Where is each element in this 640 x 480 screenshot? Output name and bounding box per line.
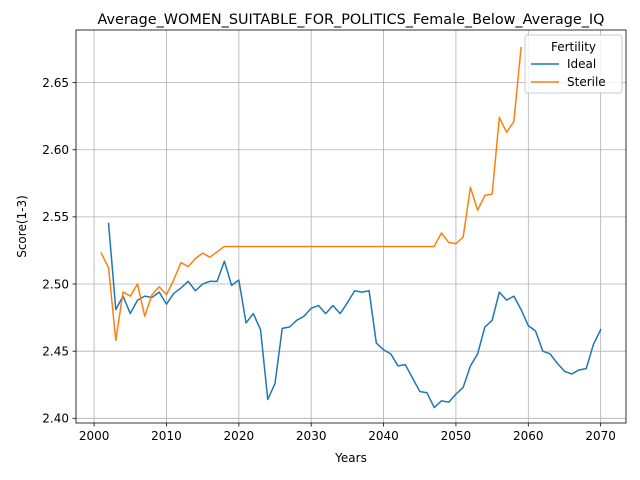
- x-tick-label: 2020: [224, 429, 255, 443]
- y-tick-label: 2.40: [42, 412, 69, 426]
- x-tick-label: 2070: [585, 429, 616, 443]
- axes-frame: [75, 29, 627, 424]
- x-axis: 2000 2010 2020 2030 2040 2050 2060 2070: [79, 423, 616, 443]
- y-axis: 2.40 2.45 2.50 2.55 2.60 2.65: [42, 76, 76, 426]
- x-tick-label: 2050: [441, 429, 472, 443]
- series-layer: [100, 46, 602, 409]
- legend-entry-sterile: Sterile: [567, 75, 606, 89]
- x-tick-label: 2000: [79, 429, 110, 443]
- x-tick-label: 2060: [513, 429, 544, 443]
- legend-title: Fertility: [551, 40, 596, 54]
- y-tick-label: 2.50: [42, 277, 69, 291]
- legend-box: [524, 34, 623, 94]
- y-tick-label: 2.65: [42, 76, 69, 90]
- x-tick-label: 2010: [151, 429, 182, 443]
- y-tick-label: 2.55: [42, 210, 69, 224]
- chart-title: Average_WOMEN_SUITABLE_FOR_POLITICS_Fema…: [98, 12, 605, 28]
- x-tick-label: 2030: [296, 429, 327, 443]
- x-axis-label: Years: [334, 451, 367, 465]
- y-axis-label: Score(1-3): [15, 195, 29, 258]
- legend: Fertility Ideal Sterile: [524, 34, 623, 94]
- grid: [76, 30, 626, 423]
- y-tick-label: 2.60: [42, 143, 69, 157]
- series-line-ideal: [107, 222, 602, 409]
- y-tick-label: 2.45: [42, 344, 69, 358]
- series-line-sterile: [100, 46, 522, 342]
- legend-entry-ideal: Ideal: [567, 57, 596, 71]
- x-tick-label: 2040: [368, 429, 399, 443]
